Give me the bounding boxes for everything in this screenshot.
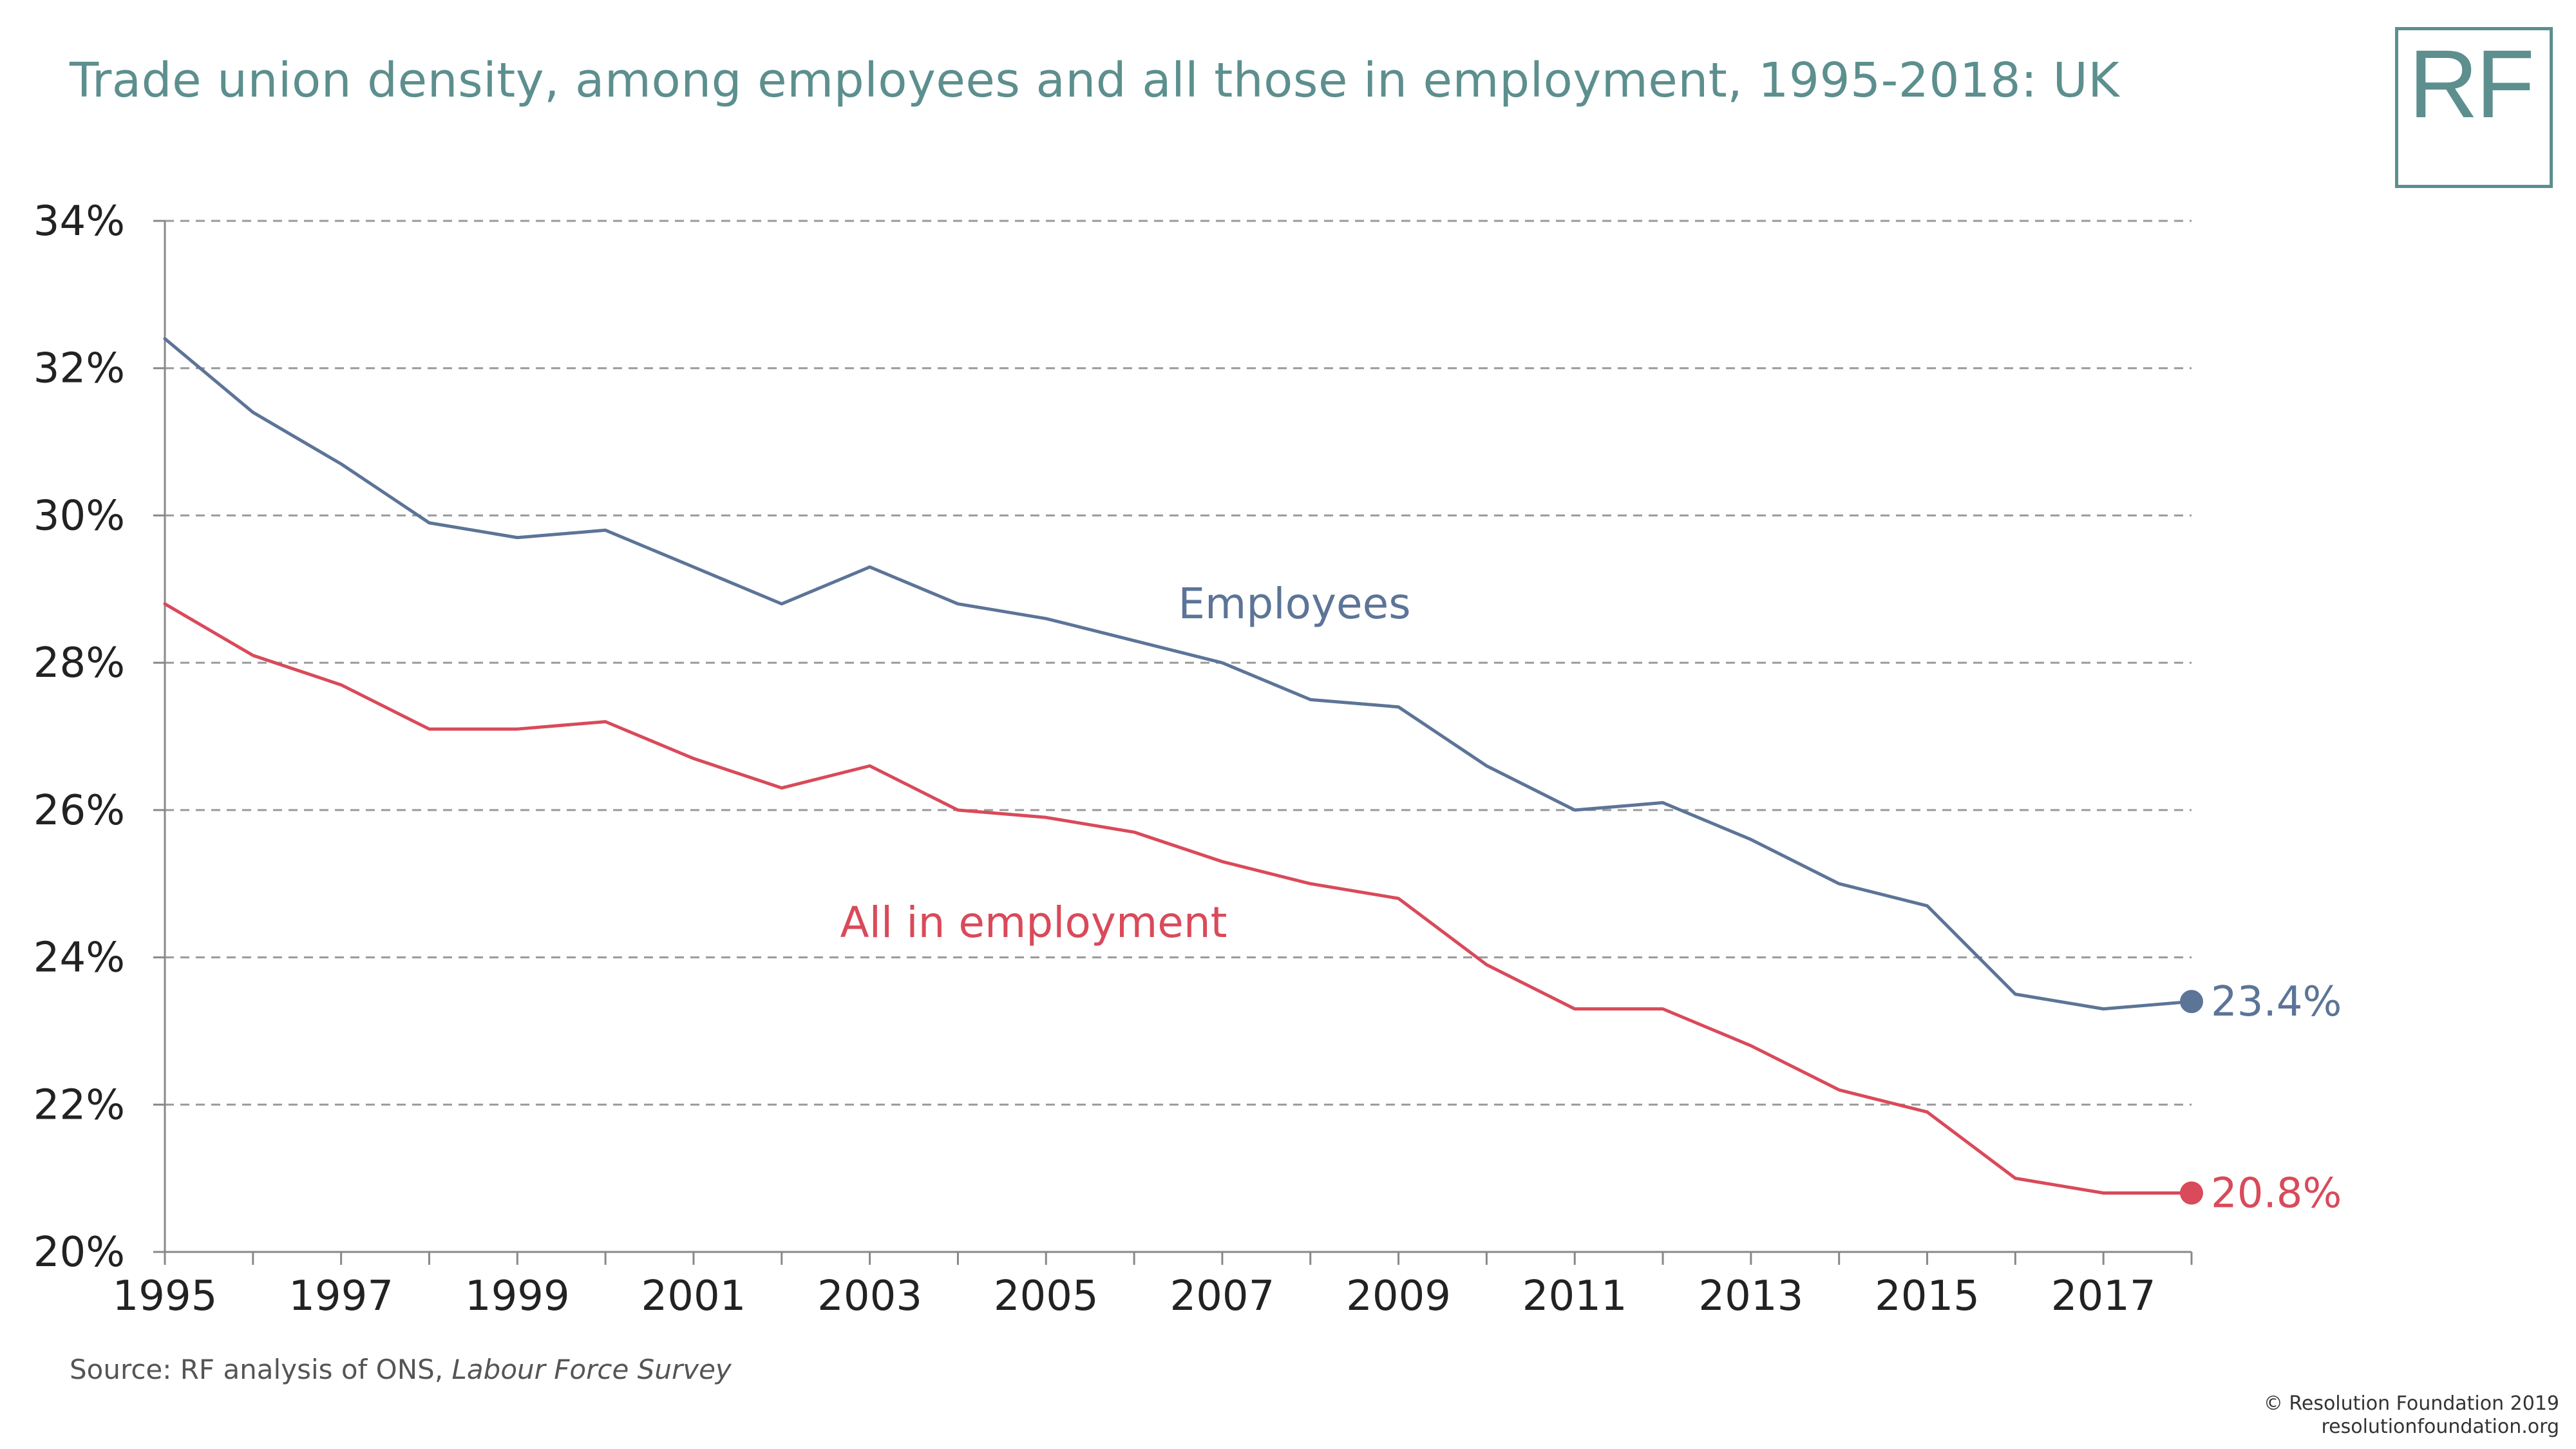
x-tick-label: 2017 <box>2051 1273 2156 1320</box>
x-tick-label: 1995 <box>113 1273 218 1320</box>
rf-logo-text: RF <box>2409 30 2535 138</box>
source-note: Source: RF analysis of ONS, Labour Force… <box>70 1354 732 1385</box>
series-lines <box>163 337 2203 1205</box>
end-point-marker <box>2180 990 2203 1014</box>
x-tick-label: 1997 <box>289 1273 393 1320</box>
end-value-label: 20.8% <box>2211 1170 2342 1218</box>
x-tick-label: 2003 <box>817 1273 922 1320</box>
y-tick-label: 20% <box>33 1229 125 1276</box>
x-tick-label: 2013 <box>1698 1273 1803 1320</box>
x-tick-label: 2007 <box>1170 1273 1274 1320</box>
chart-title: Trade union density, among employees and… <box>70 53 2120 108</box>
x-tick-label: 1999 <box>465 1273 570 1320</box>
y-tick-label: 34% <box>33 198 125 245</box>
rf-logo: RF <box>2395 27 2553 188</box>
source-italic: Labour Force Survey <box>451 1354 732 1385</box>
series-line-all-in-employment <box>163 602 2193 1195</box>
x-tick-label: 2015 <box>1875 1273 1980 1320</box>
x-tick-label: 2005 <box>994 1273 1099 1320</box>
series-name-label: All in employment <box>840 898 1227 947</box>
series-line-employees <box>163 337 2193 1011</box>
y-tick-label: 26% <box>33 787 125 835</box>
y-tick-label: 30% <box>33 492 125 540</box>
source-prefix: Source: RF analysis of ONS, <box>70 1354 452 1385</box>
y-tick-label: 32% <box>33 345 125 393</box>
x-tick-label: 2011 <box>1522 1273 1627 1320</box>
end-value-label: 23.4% <box>2211 978 2342 1026</box>
website-note: resolutionfoundation.org <box>2321 1416 2559 1438</box>
y-tick-label: 24% <box>33 934 125 982</box>
x-tick-label: 2009 <box>1346 1273 1451 1320</box>
chart-labels: 23.4% 20.8% Employees All in employment <box>840 579 2342 1218</box>
end-point-marker <box>2180 1181 2203 1205</box>
gridlines <box>165 220 2192 1106</box>
x-tick-label: 2001 <box>641 1273 746 1320</box>
axes: 20% 22% 24% 26% 28% 30% 32% 34% 1995 1997 1999 2001… <box>33 198 2193 1320</box>
y-tick-label: 22% <box>33 1081 125 1129</box>
copyright-note: © Resolution Foundation 2019 <box>2263 1392 2559 1415</box>
y-tick-label: 28% <box>33 639 125 687</box>
series-name-label: Employees <box>1178 579 1410 629</box>
